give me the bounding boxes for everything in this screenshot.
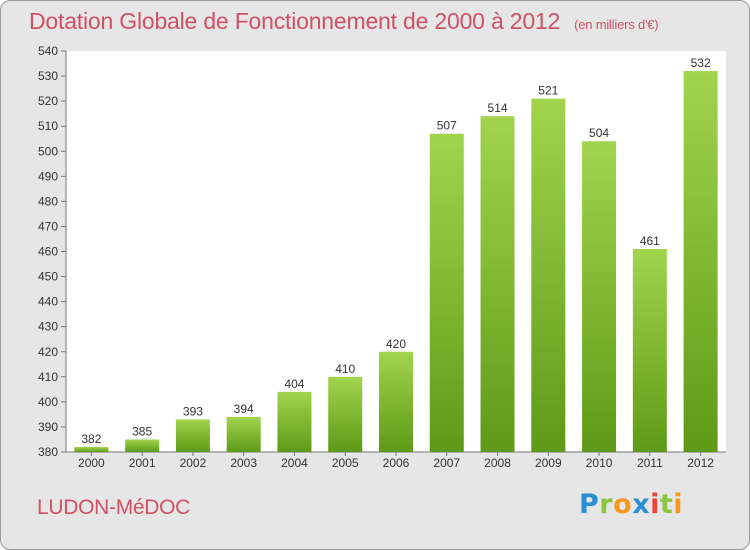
data-label: 410 [335, 362, 355, 376]
y-tick-label: 450 [38, 270, 58, 284]
bar [480, 116, 515, 452]
data-label: 507 [437, 119, 457, 133]
data-label: 420 [386, 337, 406, 351]
logo-letter: P [579, 489, 600, 520]
x-tick-label: 2002 [180, 456, 207, 470]
bar [632, 248, 667, 452]
y-tick-label: 460 [38, 245, 58, 259]
y-tick-label: 530 [38, 69, 58, 83]
data-label: 394 [234, 402, 254, 416]
y-tick-label: 420 [38, 345, 58, 359]
bars [74, 71, 718, 453]
bar [74, 446, 109, 452]
x-tick-label: 2012 [687, 456, 714, 470]
data-label: 385 [132, 424, 152, 438]
x-tick-label: 2010 [586, 456, 613, 470]
bar [175, 419, 210, 452]
y-tick-label: 470 [38, 219, 58, 233]
x-tick-label: 2009 [535, 456, 562, 470]
x-tick-label: 2004 [281, 456, 308, 470]
bar [226, 416, 261, 452]
x-tick-label: 2007 [433, 456, 460, 470]
logo-letter: r [599, 489, 614, 520]
city-name: LUDON-MéDOC [37, 496, 191, 519]
x-tick-label: 2005 [332, 456, 359, 470]
bar [277, 391, 312, 452]
x-tick-label: 2011 [637, 456, 663, 470]
data-label: 404 [284, 377, 304, 391]
bar [328, 376, 363, 452]
data-label: 532 [691, 56, 711, 70]
value-labels: 382 385 393 394 404 410 420 507 514 521 504 461 532 [81, 56, 711, 446]
y-tick-label: 380 [38, 445, 58, 459]
data-label: 461 [640, 234, 660, 248]
logo-letter: x [632, 489, 651, 520]
y-tick-label: 430 [38, 320, 58, 334]
y-tick-label: 390 [38, 420, 58, 434]
y-tick-label: 510 [38, 119, 58, 133]
bar [582, 141, 617, 452]
x-tick-label: 2003 [230, 456, 257, 470]
logo-letter: i [673, 489, 684, 520]
y-tick-label: 540 [38, 44, 58, 58]
y-tick-label: 440 [38, 295, 58, 309]
data-label: 504 [589, 126, 609, 140]
chart-title: Dotation Globale de Fonctionnement de 20… [29, 8, 659, 35]
bar [531, 98, 566, 453]
y-tick-label: 500 [38, 144, 58, 158]
x-tick-label: 2008 [484, 456, 511, 470]
bar [683, 71, 718, 453]
logo-letter: o [613, 489, 633, 520]
y-tick-label: 520 [38, 94, 58, 108]
y-tick-label: 410 [38, 370, 58, 384]
bar [429, 133, 464, 453]
logo-letter: i [650, 489, 660, 520]
x-tick-label: 2000 [78, 456, 105, 470]
data-label: 382 [81, 432, 101, 446]
logo-letter: t [659, 489, 674, 520]
chart-subtitle: (en milliers d'€) [574, 17, 659, 32]
y-axis: 380 390 400 410 420 430 440 450 460 470 480 490 500 5… [38, 44, 67, 459]
proxiti-logo[interactable]: Proxiti [579, 489, 683, 520]
bar [379, 351, 413, 452]
chart-title-text: Dotation Globale de Fonctionnement de 20… [29, 8, 561, 34]
x-tick-label: 2006 [383, 456, 410, 470]
data-label: 521 [538, 84, 558, 98]
y-tick-label: 400 [38, 395, 58, 409]
bar [125, 439, 160, 452]
y-tick-label: 480 [38, 194, 58, 208]
data-label: 514 [488, 101, 508, 115]
x-axis: 2000 2001 2002 2003 2004 2005 2006 2007 2008 2009… [66, 451, 726, 470]
y-tick-label: 490 [38, 169, 58, 183]
data-label: 393 [183, 404, 203, 418]
x-tick-label: 2001 [129, 456, 156, 470]
